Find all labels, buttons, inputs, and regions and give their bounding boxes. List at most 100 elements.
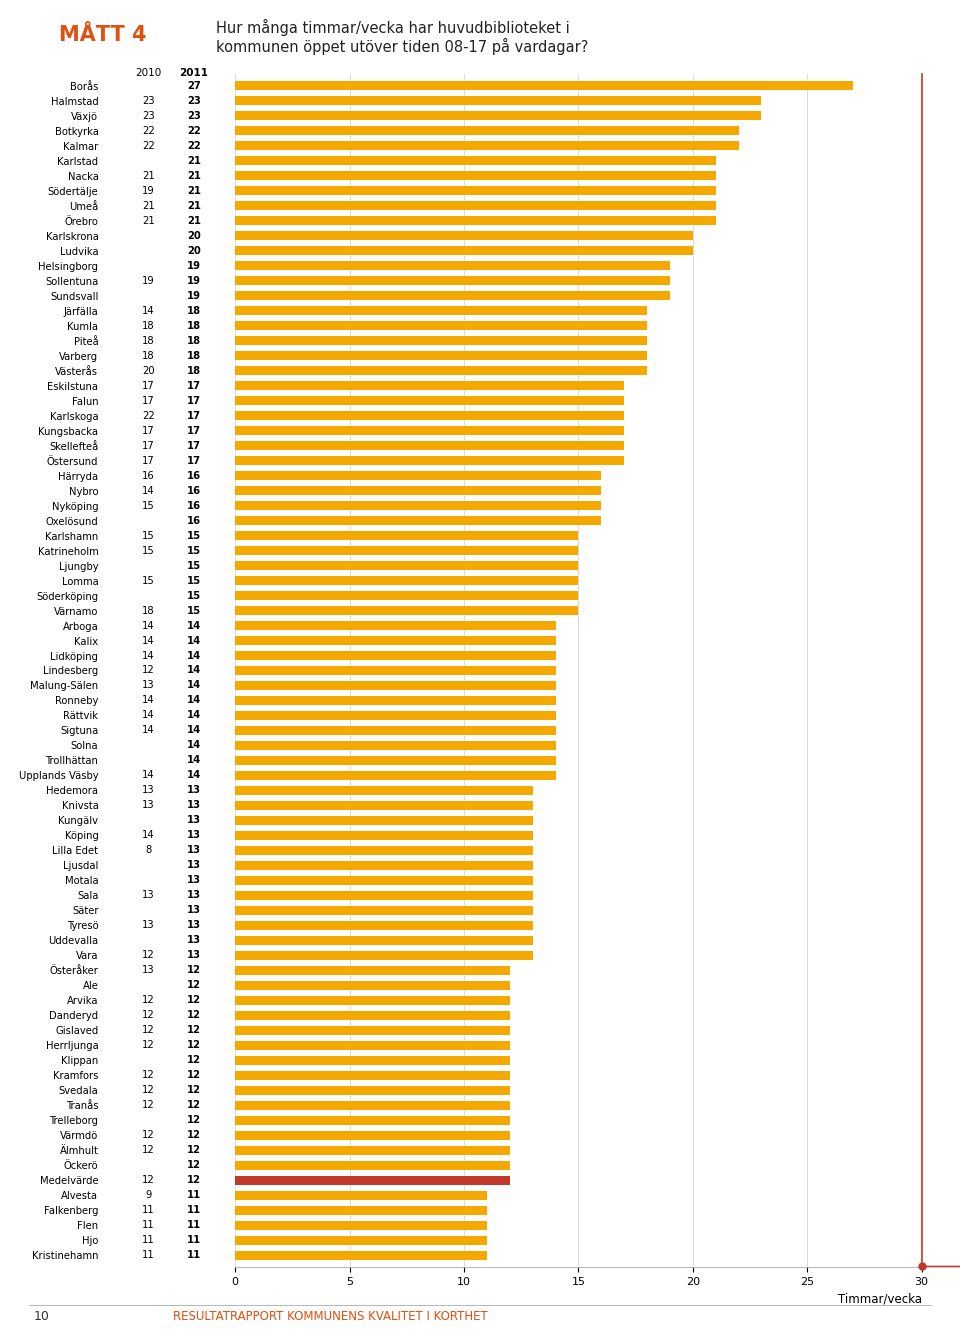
Text: 12: 12 xyxy=(142,665,155,676)
Bar xyxy=(235,306,647,315)
Text: 16: 16 xyxy=(187,515,201,526)
Bar xyxy=(235,1191,487,1200)
Bar xyxy=(235,381,624,390)
Bar xyxy=(235,861,533,870)
Text: 14: 14 xyxy=(187,665,202,676)
Text: 13: 13 xyxy=(187,951,201,960)
Text: 21: 21 xyxy=(187,156,201,166)
Text: 16: 16 xyxy=(142,471,155,480)
Bar xyxy=(235,711,556,720)
Bar xyxy=(235,636,556,645)
Text: kommunen öppet utöver tiden 08-17 på vardagar?: kommunen öppet utöver tiden 08-17 på var… xyxy=(216,38,588,55)
Bar xyxy=(235,426,624,436)
Text: 10: 10 xyxy=(34,1310,50,1324)
Text: 23: 23 xyxy=(142,111,155,121)
Text: 12: 12 xyxy=(187,1145,201,1156)
Text: 12: 12 xyxy=(142,1130,155,1140)
Text: 12: 12 xyxy=(187,1101,201,1110)
Text: 14: 14 xyxy=(187,771,202,780)
Bar xyxy=(235,890,533,900)
Text: 14: 14 xyxy=(187,740,202,751)
Text: 17: 17 xyxy=(187,456,201,465)
Bar xyxy=(235,471,601,480)
Text: 15: 15 xyxy=(187,606,201,616)
Bar xyxy=(235,485,601,495)
Text: 14: 14 xyxy=(142,830,155,841)
Bar xyxy=(235,351,647,361)
Text: 13: 13 xyxy=(187,861,201,870)
Bar xyxy=(235,276,670,286)
Text: 18: 18 xyxy=(187,306,201,315)
Bar xyxy=(235,876,533,885)
Bar xyxy=(235,245,693,255)
Bar xyxy=(235,396,624,405)
Text: 14: 14 xyxy=(142,621,155,630)
Bar xyxy=(235,1041,510,1050)
Bar xyxy=(235,172,715,180)
Text: 17: 17 xyxy=(187,441,201,451)
Text: 13: 13 xyxy=(142,920,155,931)
Bar xyxy=(235,1206,487,1215)
Bar xyxy=(235,1026,510,1035)
Bar xyxy=(235,156,715,165)
Text: 11: 11 xyxy=(142,1235,155,1246)
Text: 17: 17 xyxy=(187,410,201,421)
Text: 15: 15 xyxy=(142,500,155,511)
Bar xyxy=(235,621,556,630)
Bar xyxy=(235,1161,510,1169)
Bar xyxy=(235,801,533,810)
Text: 13: 13 xyxy=(142,680,155,691)
Text: 21: 21 xyxy=(142,201,155,211)
Text: 12: 12 xyxy=(142,1026,155,1035)
Text: 22: 22 xyxy=(142,141,155,150)
Text: 15: 15 xyxy=(142,575,155,586)
Bar xyxy=(235,141,738,150)
Text: 17: 17 xyxy=(142,425,155,436)
Text: 22: 22 xyxy=(187,141,201,150)
Text: 12: 12 xyxy=(187,1010,201,1021)
Text: RESULTATRAPPORT KOMMUNENS KVALITET I KORTHET: RESULTATRAPPORT KOMMUNENS KVALITET I KOR… xyxy=(173,1310,488,1324)
Text: 13: 13 xyxy=(142,786,155,795)
Bar xyxy=(235,666,556,675)
Bar xyxy=(235,740,556,750)
Bar xyxy=(235,1055,510,1065)
Text: 18: 18 xyxy=(187,320,201,331)
Text: 13: 13 xyxy=(187,801,201,810)
Text: 16: 16 xyxy=(187,500,201,511)
Text: 11: 11 xyxy=(187,1235,202,1246)
Text: 23: 23 xyxy=(142,95,155,106)
Text: 13: 13 xyxy=(142,890,155,900)
Bar xyxy=(235,320,647,330)
Text: 19: 19 xyxy=(187,291,201,300)
Text: 14: 14 xyxy=(142,771,155,780)
Text: 17: 17 xyxy=(187,396,201,405)
Text: 11: 11 xyxy=(187,1191,202,1200)
Bar xyxy=(235,905,533,915)
Text: 13: 13 xyxy=(187,845,201,856)
Text: 13: 13 xyxy=(142,801,155,810)
Text: 12: 12 xyxy=(142,1101,155,1110)
Text: 14: 14 xyxy=(187,711,202,720)
Bar xyxy=(235,546,578,555)
Bar xyxy=(235,261,670,271)
Text: 11: 11 xyxy=(187,1206,202,1215)
Bar xyxy=(235,951,533,960)
Bar xyxy=(235,591,578,601)
Text: 12: 12 xyxy=(187,966,201,975)
Text: Hur många timmar/vecka har huvudbiblioteket i: Hur många timmar/vecka har huvudbibliote… xyxy=(216,19,569,36)
Text: 14: 14 xyxy=(187,755,202,766)
Text: 13: 13 xyxy=(187,905,201,916)
Text: 12: 12 xyxy=(187,1070,201,1081)
Text: 11: 11 xyxy=(187,1220,202,1230)
Text: 17: 17 xyxy=(142,381,155,390)
Text: 13: 13 xyxy=(187,936,201,945)
Text: 18: 18 xyxy=(142,350,155,361)
Text: 20: 20 xyxy=(187,245,201,256)
Bar xyxy=(235,650,556,660)
Text: 14: 14 xyxy=(187,725,202,735)
Bar xyxy=(235,216,715,225)
Text: 20: 20 xyxy=(187,231,201,240)
Text: 15: 15 xyxy=(142,546,155,555)
Bar xyxy=(235,502,601,510)
Bar xyxy=(235,725,556,735)
